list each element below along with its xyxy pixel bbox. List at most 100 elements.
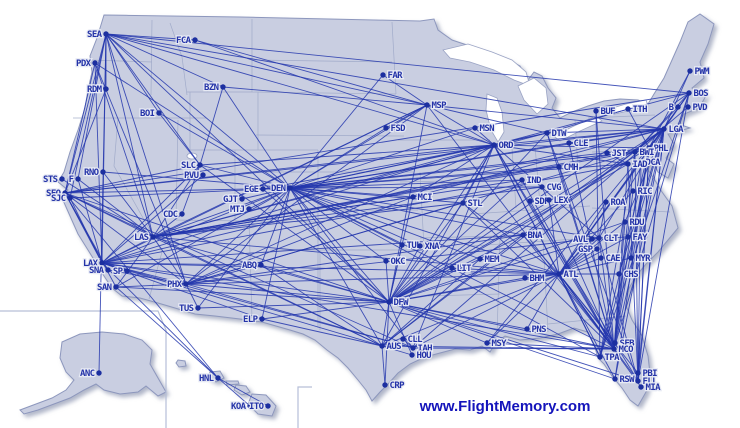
route-CLE-LGA (568, 128, 665, 144)
route-ORD-MSN (474, 127, 495, 146)
airport-SJC: SJC (50, 193, 73, 205)
route-SFO-SLC (64, 164, 201, 194)
airport-label-OKC: OKC (391, 257, 406, 267)
airport-label-SFB: SFB (620, 339, 636, 349)
airport-dot-IND (519, 177, 525, 183)
route-SLC-DFW (199, 164, 390, 303)
route-SLC-CDC (181, 164, 201, 215)
route-ORD-CLT (493, 144, 600, 239)
route-DFW-OKC (385, 260, 390, 303)
route-SFO-PHX (64, 192, 187, 285)
route-DFW-ABQ (260, 264, 390, 303)
airport-label-ITH: ITH (633, 105, 648, 115)
airport-dot-PWM (687, 68, 693, 74)
airport-dot-AVL (589, 236, 595, 242)
airport-dot-SNA (105, 267, 111, 273)
route-PHX-DEN (185, 187, 291, 285)
route-DEN-CLT (289, 187, 600, 239)
airport-label-SAN: SAN (97, 283, 112, 293)
route-MSY-MCO (486, 342, 615, 350)
route-GSP-ATL (558, 248, 598, 275)
airport-dot-DFW (386, 299, 392, 305)
route-DCA-FLL (637, 161, 642, 382)
airport-label-BOS: BOS (694, 89, 709, 99)
airport-dot-FCA (192, 37, 198, 43)
airport-DCA: DCA (638, 157, 663, 169)
airport-label-DCA: DCA (646, 158, 662, 168)
airport-dot-ANC (96, 370, 102, 376)
airport-TPA: TPA (597, 352, 622, 364)
airport-label-LAS: LAS (134, 233, 149, 243)
route-DEN-AUS (289, 187, 383, 347)
route-STL-ATL (462, 202, 560, 275)
airport-BHM: BHM (522, 273, 547, 285)
route-LAX-HNL (101, 262, 219, 379)
airport-LEX: LEX (546, 195, 571, 207)
airport-label-SFO: SFO (46, 189, 62, 199)
airport-label-ABQ: ABQ (242, 261, 258, 271)
route-ATL-MSY (486, 273, 560, 344)
route-BUF-TPA (595, 110, 601, 358)
airport-LIT: LIT (449, 263, 474, 275)
route-DFW-STL (388, 202, 464, 303)
airport-dot-BHM (522, 275, 528, 281)
airport-dot-SJC (67, 195, 73, 201)
inset-borders (0, 310, 312, 428)
route-SEA-BOS (105, 33, 690, 94)
airport-label-IAD: IAD (633, 160, 649, 170)
airport-dot-STS (59, 176, 65, 182)
airport-IAH: IAH (410, 343, 434, 355)
route-BNA-MCO (522, 234, 615, 350)
route-AUS-MEM (381, 258, 481, 347)
airport-label-MEM: MEM (485, 255, 501, 265)
airport-ITH: ITH (625, 104, 649, 116)
airport-label-TPA: TPA (605, 353, 621, 363)
route-SEA-MSP (105, 33, 428, 106)
route-SAN-HNL (115, 286, 219, 379)
route-PHX-PHL (185, 147, 650, 285)
airport-dot-PVU (200, 172, 206, 178)
route-DFW-XNA (388, 245, 421, 303)
route-ORD-MCO (493, 144, 615, 350)
route-BOS-MCO (613, 92, 690, 350)
route-DEN-TUL (289, 187, 403, 246)
route-PHX-ORD (185, 144, 495, 285)
airport-CVG: CVG (539, 182, 563, 194)
airport-label-TUL: TUL (407, 241, 423, 251)
airport-label-MSY: MSY (492, 339, 508, 349)
airport-label-MCO: MCO (619, 345, 635, 355)
airport-BOS: BOS (686, 88, 710, 100)
airport-IND: IND (519, 175, 544, 187)
airport-SNA: SNA (88, 265, 111, 277)
airport-label-ATL: ATL (564, 270, 580, 280)
airport-RDM: RDM (86, 84, 109, 96)
route-LAS-ATL (152, 236, 560, 275)
route-SEA-LAS (105, 33, 154, 238)
airport-BWI: BWI (632, 147, 656, 159)
airport-label-CRP: CRP (390, 381, 406, 391)
route-SEA-BZN (105, 33, 224, 88)
airport-label-LGA: LGA (669, 125, 685, 135)
airport-label-FAR: FAR (388, 71, 404, 81)
airport-label-CAE: CAE (606, 254, 621, 264)
route-DFW-FLL (388, 301, 639, 382)
route-LAS-IND (152, 179, 523, 238)
airport-dot-LAX (99, 260, 105, 266)
route-SEA-FCA (105, 33, 196, 41)
airport-dot-TUS (195, 305, 201, 311)
route-ATL-AUS (381, 273, 560, 347)
airport-label-RNO: RNO (84, 168, 100, 178)
airport-label-BHM: BHM (530, 274, 546, 284)
airport-dot-CHS (616, 271, 622, 277)
airport-dot-PBI (635, 370, 641, 376)
website-link[interactable]: www.FlightMemory.com (419, 398, 591, 415)
airport-TUL: TUL (399, 240, 424, 252)
route-ROA-CLT (598, 201, 607, 239)
airport-label-AUS: AUS (387, 342, 402, 352)
airport-PVU: PVU (183, 170, 206, 182)
airport-dot-BOI (156, 110, 162, 116)
route-ATL-PNS (526, 273, 560, 330)
airport-ANC: ANC (79, 368, 102, 380)
route-LAS-STL (152, 202, 464, 238)
